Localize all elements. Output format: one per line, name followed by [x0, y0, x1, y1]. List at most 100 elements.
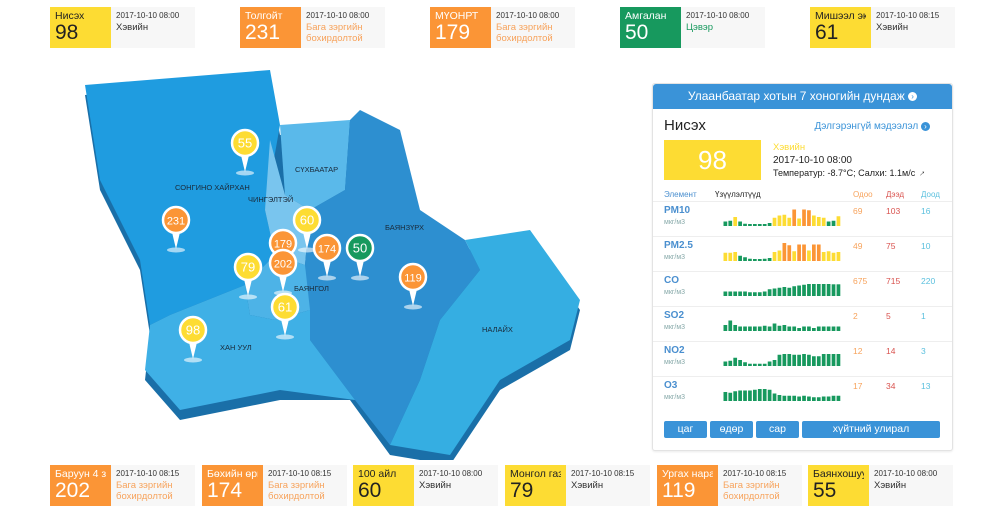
marker-shadow	[318, 275, 336, 281]
trend-bar	[748, 224, 752, 226]
district-map[interactable]: СОНГИНО ХАЙРХАН СҮХБААТАР ЧИНГЭЛТЭЙ БАЯНЗҮР…	[70, 70, 600, 460]
marker-value: 231	[167, 216, 185, 228]
tab-day[interactable]: өдөр	[710, 421, 753, 438]
station-card[interactable]: Баруун 4 зам202 2017-10-10 08:15 Бага зэрг…	[50, 465, 195, 506]
aqi-swatch: Баруун 4 зам202	[50, 465, 111, 506]
trend-bar	[772, 323, 777, 331]
trend-bar	[792, 326, 797, 331]
aqi-marker[interactable]: 119	[398, 262, 428, 310]
timestamp: 2017-10-10 08:00	[496, 11, 560, 20]
trend-bar	[797, 285, 801, 296]
tab-month[interactable]: сар	[756, 421, 799, 438]
station-card[interactable]: МҮОНРТ 179 2017-10-10 08:00 Бага зэргийн бо…	[430, 7, 575, 48]
station-card[interactable]: Толгойт 231 2017-10-10 08:00 Бага зэргийн б…	[240, 7, 385, 48]
trend-bar	[738, 326, 742, 331]
element-unit: мкг/м3	[664, 254, 686, 261]
more-info-link[interactable]: Дэлгэрэнгүй мэдээлэл ›	[815, 121, 930, 132]
station-card[interactable]: Ургах наран119 2017-10-10 08:15 Бага зэрги…	[657, 465, 802, 506]
district-label: БАЯНГОЛ	[294, 284, 329, 293]
timestamp: 2017-10-10 08:15	[571, 469, 635, 478]
station-info: 2017-10-10 08:15 Хэвийн	[871, 7, 955, 48]
aqi-marker[interactable]: 79	[233, 252, 263, 300]
trend-sparkline	[723, 243, 841, 261]
aqi-status: Бага зэргийн бохирдолтой	[268, 480, 325, 502]
trend-bar	[738, 390, 742, 401]
trend-bar	[733, 391, 738, 401]
wind-direction-icon: ↑	[917, 168, 928, 179]
trend-bar	[782, 395, 787, 401]
timestamp: 2017-10-10 08:00	[686, 11, 750, 20]
aqi-value: 179	[435, 21, 471, 44]
station-card[interactable]: Бөхийн өргөө174 2017-10-10 08:15 Бага зэрг…	[202, 465, 347, 506]
trend-bar	[821, 326, 826, 331]
aqi-marker[interactable]: 50	[345, 233, 375, 281]
marker-value: 61	[278, 300, 292, 315]
trend-bar	[831, 252, 836, 261]
marker-circle	[268, 248, 298, 278]
aqi-status: Хэвийн	[773, 142, 806, 153]
aqi-marker[interactable]: 231	[161, 205, 191, 253]
timestamp: 2017-10-10 08:00	[419, 469, 483, 478]
trend-bar	[772, 393, 777, 401]
more-info-label: Дэлгэрэнгүй мэдээлэл	[814, 121, 919, 132]
aqi-swatch: МҮОНРТ 179	[430, 7, 491, 48]
element-unit: мкг/м3	[664, 394, 686, 401]
marker-shadow	[404, 304, 422, 310]
district-nalaikh[interactable]	[390, 230, 580, 455]
station-card[interactable]: Нисэх 98 2017-10-10 08:00 Хэвийн	[50, 7, 195, 48]
trend-bar	[816, 397, 821, 401]
trend-bar	[826, 284, 831, 296]
aqi-value: 60	[358, 479, 382, 502]
panel-header[interactable]: Улаанбаатар хотын 7 хоногийн дундаж ›	[653, 84, 952, 109]
element-name: CO	[664, 275, 679, 286]
station-card[interactable]: Монгол газар79 2017-10-10 08:15 Хэвийн	[505, 465, 650, 506]
value-min: 220	[921, 276, 936, 286]
trend-bar	[831, 220, 836, 226]
trend-bar	[797, 354, 801, 366]
tab-winter-season[interactable]: хүйтний улирал	[802, 421, 940, 438]
trend-bar	[748, 363, 752, 366]
trend-bar	[831, 395, 836, 401]
trend-bar	[777, 325, 782, 331]
trend-bar	[728, 252, 733, 261]
station-card[interactable]: 100 айл 60 2017-10-10 08:00 Хэвийн	[353, 465, 498, 506]
trend-bar	[802, 244, 806, 261]
aqi-marker[interactable]: 98	[178, 315, 208, 363]
district-khanuul[interactable]	[145, 285, 355, 410]
district-sukhbaatar[interactable]	[280, 120, 350, 210]
trend-bar	[807, 210, 811, 226]
aqi-swatch: Толгойт 231	[240, 7, 301, 48]
marker-value: 79	[241, 260, 255, 275]
trend-bar	[738, 291, 742, 296]
district-bayanzurkh[interactable]	[305, 110, 480, 445]
district-label: ХАН УУЛ	[220, 343, 252, 352]
trend-bar	[821, 284, 826, 296]
aqi-marker[interactable]: 55	[230, 128, 260, 176]
timestamp: 2017-10-10 08:00	[306, 11, 370, 20]
aqi-value: 174	[207, 479, 243, 502]
value-max: 715	[886, 276, 901, 286]
trend-bar	[748, 390, 752, 401]
trend-bar	[728, 320, 733, 331]
element-name: PM2.5	[664, 240, 693, 251]
aqi-status: Бага зэргийн бохирдолтой	[723, 480, 780, 502]
aqi-marker[interactable]: 174	[312, 233, 342, 281]
trend-bar	[738, 360, 742, 366]
aqi-swatch: Баянхошуу 55	[808, 465, 869, 506]
aqi-status: Хэвийн	[419, 480, 452, 491]
trend-bar	[738, 221, 742, 226]
station-card[interactable]: Мишээл экспо61 2017-10-10 08:15 Хэвийн	[810, 7, 955, 48]
district-songinokhairkhan[interactable]	[85, 70, 280, 325]
trend-bar	[743, 291, 747, 296]
element-name: O3	[664, 380, 678, 391]
tab-hour[interactable]: цаг	[664, 421, 707, 438]
aqi-value-box: 98	[664, 140, 761, 180]
aqi-marker[interactable]: 61	[270, 292, 300, 340]
trend-bar	[831, 326, 836, 331]
aqi-marker[interactable]: 60	[292, 205, 322, 253]
city-average-panel: Улаанбаатар хотын 7 хоногийн дундаж › Ни…	[652, 83, 953, 451]
station-card[interactable]: Баянхошуу 55 2017-10-10 08:00 Хэвийн	[808, 465, 953, 506]
station-card[interactable]: Амгалан 50 2017-10-10 08:00 Цэвэр	[620, 7, 765, 48]
station-info: 2017-10-10 08:00 Цэвэр	[681, 7, 765, 48]
marker-circle	[398, 262, 428, 292]
